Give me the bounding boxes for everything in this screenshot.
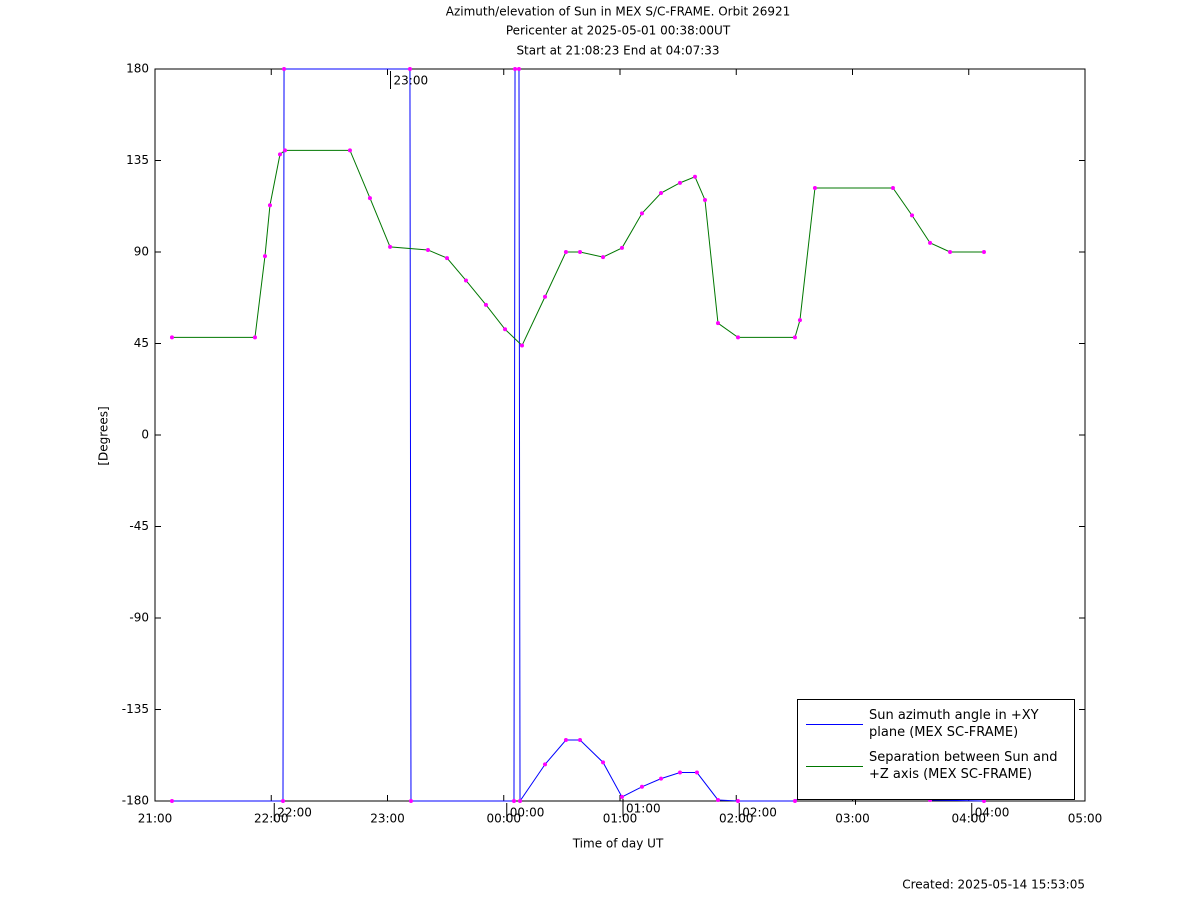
data-point	[282, 67, 287, 71]
annotation: 04:00	[975, 806, 1010, 820]
data-point	[619, 245, 624, 250]
annotation: 02:00	[742, 806, 777, 820]
y-tick-label: 135	[126, 153, 149, 167]
x-tick-label: 01:00	[603, 812, 638, 826]
data-point	[367, 196, 372, 201]
data-point	[169, 335, 174, 340]
data-point	[578, 738, 583, 742]
legend-label: Sun azimuth angle in +XY plane (MEX SC-F…	[869, 708, 1039, 740]
chart-subtitle: Start at 21:08:23 End at 04:07:33	[516, 44, 719, 58]
data-point	[702, 197, 707, 202]
y-tick-label: 0	[141, 428, 149, 442]
data-point	[677, 180, 682, 185]
data-point	[812, 185, 817, 190]
y-tick-label: -135	[122, 702, 149, 716]
data-point	[692, 174, 697, 179]
data-point	[280, 799, 285, 803]
data-point	[503, 327, 508, 332]
y-tick-label: 90	[134, 245, 149, 259]
legend-swatch	[806, 765, 863, 767]
chart-title: Azimuth/elevation of Sun in MEX S/C-FRAM…	[446, 5, 791, 19]
data-point	[388, 244, 393, 249]
data-point	[169, 799, 174, 803]
data-point	[262, 254, 267, 259]
data-point	[277, 152, 282, 157]
data-point	[518, 799, 523, 803]
data-point	[445, 256, 450, 261]
data-point	[516, 67, 521, 71]
data-point	[639, 211, 644, 216]
x-axis-label: Time of day UT	[572, 837, 664, 851]
data-point	[928, 240, 933, 245]
data-point	[408, 799, 413, 803]
data-point	[715, 321, 720, 326]
chart-subtitle: Pericenter at 2025-05-01 00:38:00UT	[506, 24, 731, 38]
data-point	[890, 185, 895, 190]
data-point	[792, 799, 797, 803]
x-tick-label: 00:00	[486, 812, 521, 826]
data-point	[578, 250, 583, 254]
y-tick-label: 45	[134, 336, 149, 350]
data-point	[619, 794, 624, 799]
data-point	[639, 784, 644, 789]
x-tick-label: 05:00	[1068, 812, 1103, 826]
data-point	[563, 738, 568, 742]
data-point	[511, 799, 516, 803]
series-line	[171, 149, 984, 347]
data-point	[563, 250, 568, 254]
data-point	[601, 255, 606, 260]
data-point	[407, 67, 412, 71]
data-point	[483, 302, 488, 307]
data-point	[282, 148, 287, 153]
data-point	[715, 797, 720, 802]
data-point	[659, 776, 664, 781]
legend-entry: Sun azimuth angle in +XY plane (MEX SC-F…	[806, 707, 1068, 741]
x-tick-label: 04:00	[951, 812, 986, 826]
data-point	[520, 343, 525, 348]
data-point	[252, 335, 257, 340]
y-axis-label: [Degrees]	[97, 406, 111, 465]
data-point	[677, 770, 682, 775]
annotation: 23:00	[394, 74, 429, 88]
data-point	[797, 318, 802, 323]
data-point	[425, 247, 430, 252]
data-point	[513, 67, 518, 71]
annotation: 22:00	[277, 806, 312, 820]
x-tick-label: 03:00	[835, 812, 870, 826]
y-tick-label: -90	[129, 611, 149, 625]
footer: Created: 2025-05-14 15:53:05	[902, 878, 1085, 892]
data-point	[543, 294, 548, 299]
data-point	[659, 191, 664, 196]
legend: Sun azimuth angle in +XY plane (MEX SC-F…	[797, 699, 1075, 800]
y-tick-label: -45	[129, 519, 149, 533]
x-tick-label: 21:00	[138, 812, 173, 826]
y-tick-label: -180	[122, 794, 149, 808]
y-tick-label: 180	[126, 62, 149, 76]
data-point	[981, 799, 986, 803]
legend-entry: Separation between Sun and +Z axis (MEX …	[806, 749, 1068, 783]
data-point	[543, 762, 548, 767]
annotation: 01:00	[626, 801, 661, 815]
data-point	[601, 760, 606, 765]
data-point	[347, 148, 352, 153]
x-tick-label: 02:00	[719, 812, 754, 826]
data-point	[948, 250, 953, 254]
x-tick-label: 22:00	[254, 812, 289, 826]
series-line	[171, 68, 984, 803]
x-tick-label: 23:00	[370, 812, 405, 826]
data-point	[735, 335, 740, 340]
data-point	[694, 770, 699, 775]
legend-label: Separation between Sun and +Z axis (MEX …	[869, 750, 1058, 782]
data-point	[735, 799, 740, 803]
plot-frame	[154, 68, 1086, 802]
data-point	[981, 250, 986, 254]
legend-swatch	[806, 723, 863, 725]
data-point	[267, 203, 272, 208]
data-point	[910, 213, 915, 218]
data-point	[792, 335, 797, 340]
data-point	[463, 278, 468, 283]
annotation: 00:00	[510, 806, 545, 820]
